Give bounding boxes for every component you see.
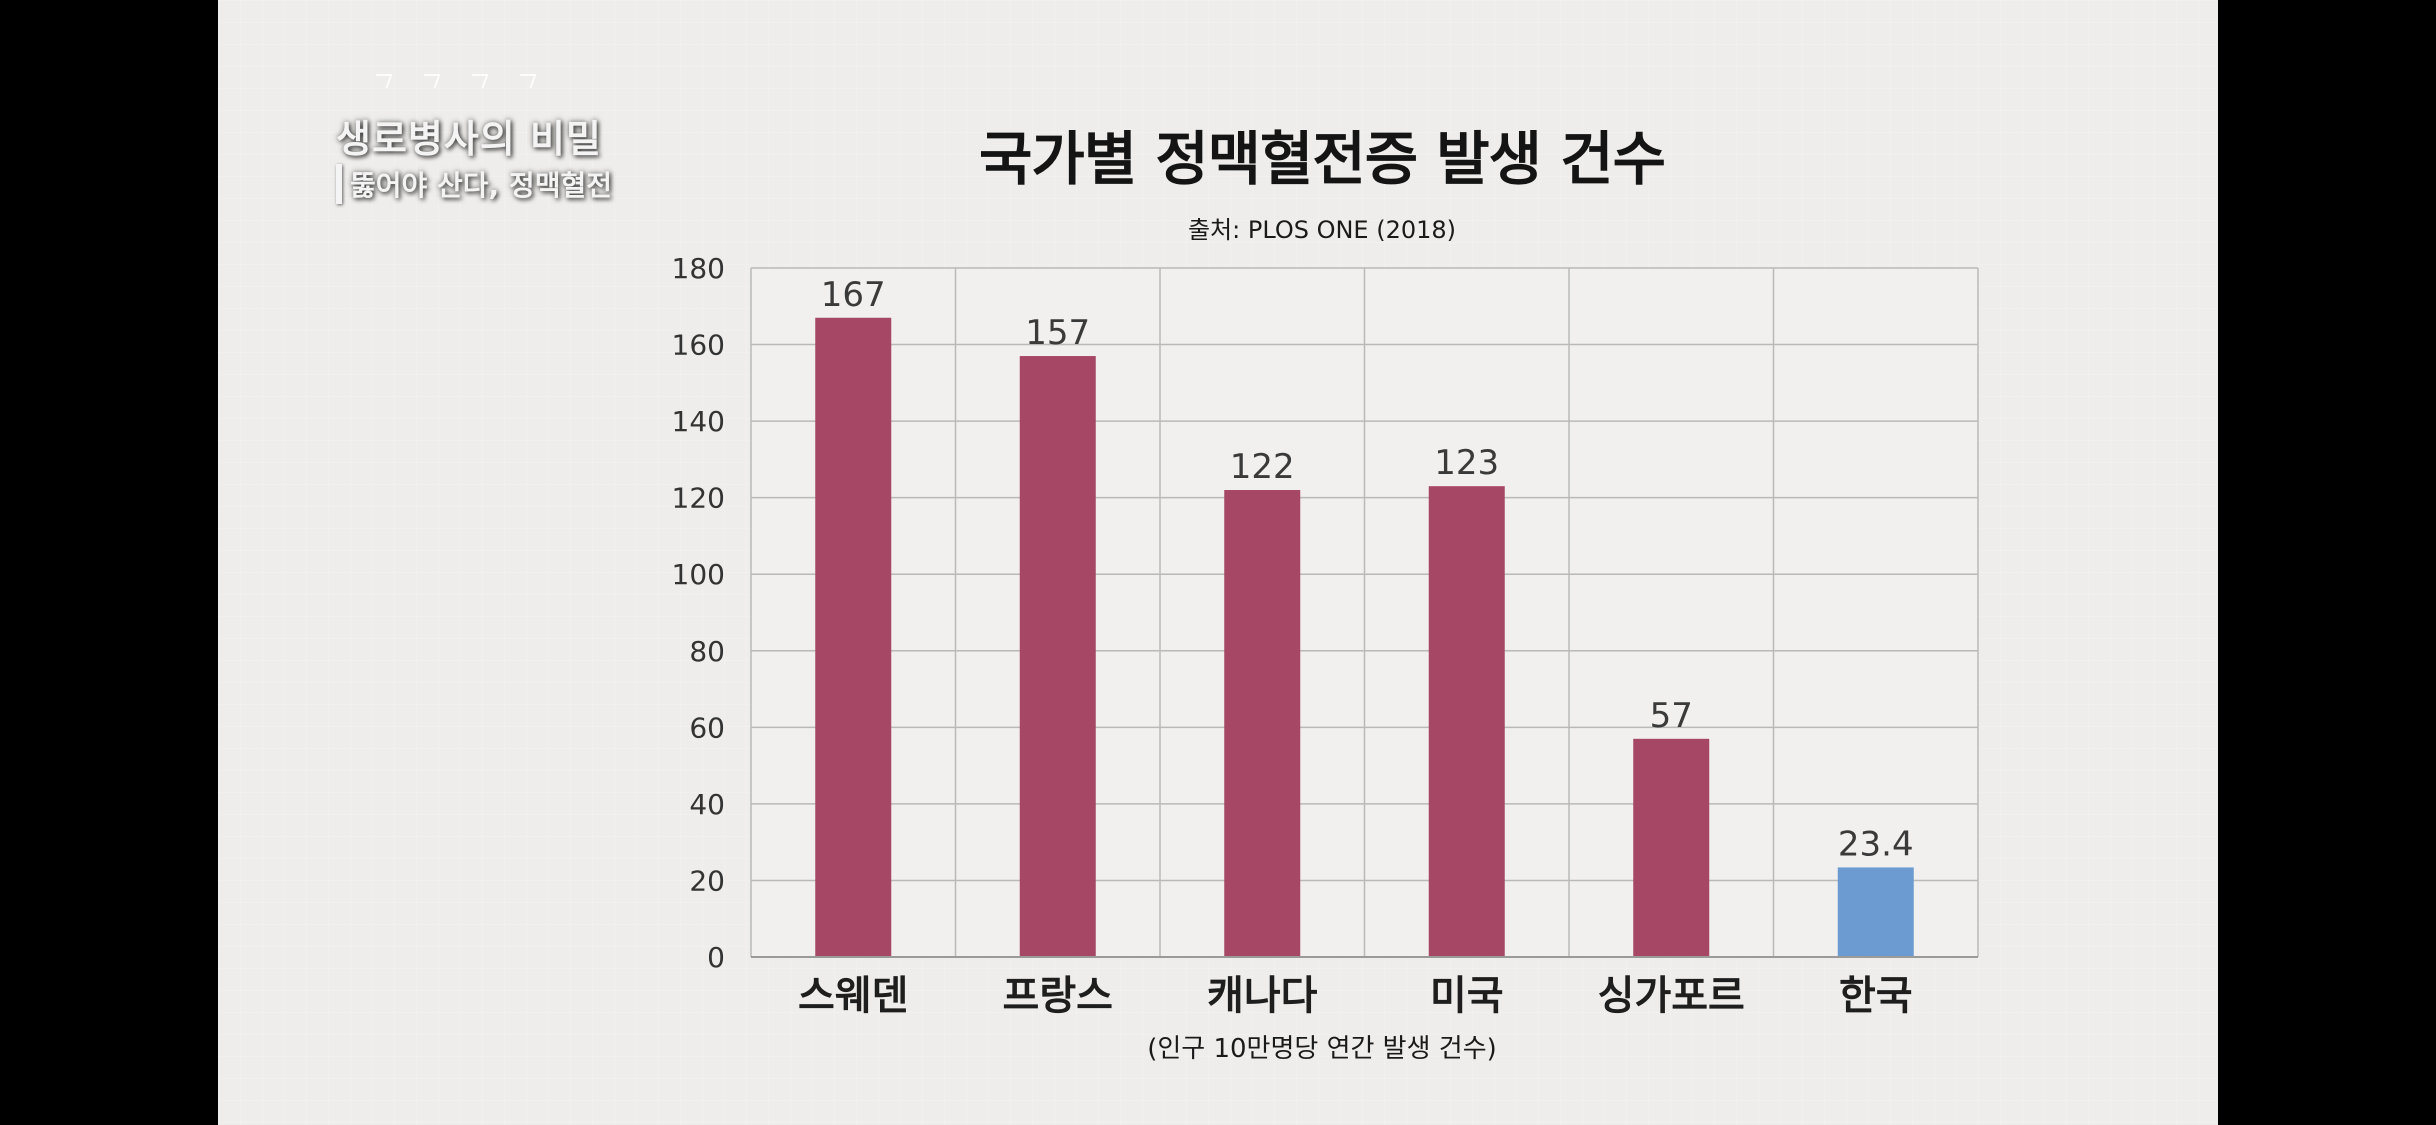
data-label: 167 xyxy=(821,275,886,315)
bar-1 xyxy=(815,317,892,957)
y-tick-label: 120 xyxy=(672,482,725,515)
y-tick-label: 0 xyxy=(707,941,725,974)
x-tick-label: 싱가포르 xyxy=(1598,973,1745,1019)
program-title: 생로병사의 비밀 xyxy=(336,117,602,161)
data-label: 157 xyxy=(1025,313,1090,353)
bar-4 xyxy=(1428,486,1505,957)
chart-title: 국가별 정맥혈전증 발생 건수 xyxy=(979,125,1666,193)
chart-panel: 생로병사의 비밀 뚫어야 산다, 정맥혈전 국가별 정맥혈전증 발생 건수 출처… xyxy=(218,0,2218,1125)
bar-chart: 0 20 40 60 80 100 120 140 160 180 167 스웨덴 157 프랑스 122 캐… xyxy=(672,252,1979,1019)
data-label: 23.4 xyxy=(1838,824,1914,864)
bar-5 xyxy=(1633,738,1710,957)
x-axis-note: (인구 10만명당 연간 발생 건수) xyxy=(1147,1034,1497,1064)
y-tick-label: 20 xyxy=(689,864,725,897)
x-tick-label: 스웨덴 xyxy=(798,973,908,1019)
y-tick-label: 80 xyxy=(689,635,725,668)
bar-6 xyxy=(1837,867,1914,957)
logo-accent-bar xyxy=(336,164,342,204)
y-tick-label: 100 xyxy=(672,558,725,591)
data-label: 57 xyxy=(1650,696,1693,736)
program-logo: 생로병사의 비밀 뚫어야 산다, 정맥혈전 xyxy=(336,72,666,222)
episode-title: 뚫어야 산다, 정맥혈전 xyxy=(350,169,612,202)
y-tick-label: 180 xyxy=(672,252,725,285)
bar-3 xyxy=(1224,490,1301,957)
y-tick-label: 40 xyxy=(689,788,725,821)
y-tick-label: 140 xyxy=(672,405,725,438)
chart-source: 출처: PLOS ONE (2018) xyxy=(1187,216,1457,244)
x-tick-label: 프랑스 xyxy=(1003,973,1113,1019)
data-label: 122 xyxy=(1230,447,1295,487)
bar-2 xyxy=(1019,356,1096,957)
y-tick-label: 60 xyxy=(689,711,725,744)
x-tick-label: 캐나다 xyxy=(1207,973,1318,1019)
x-tick-label: 한국 xyxy=(1839,973,1913,1019)
x-tick-label: 미국 xyxy=(1430,973,1504,1019)
y-tick-label: 160 xyxy=(672,329,725,362)
data-label: 123 xyxy=(1434,443,1499,483)
